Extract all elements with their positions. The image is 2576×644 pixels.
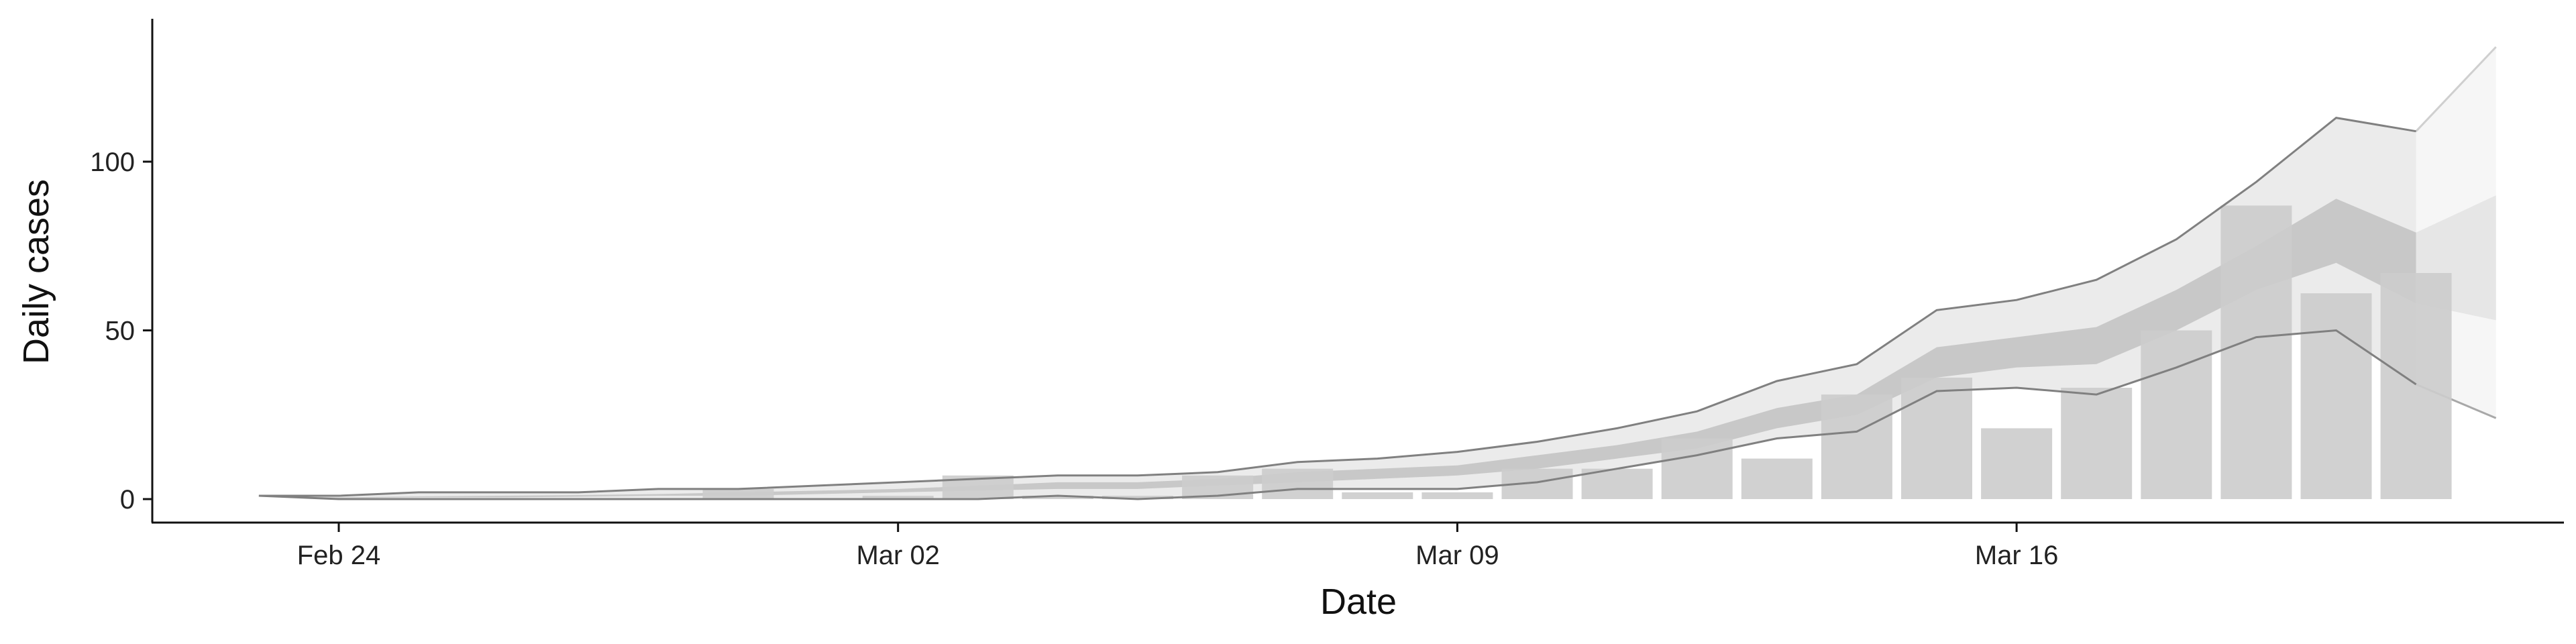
bar	[1581, 468, 1653, 499]
bar	[1821, 394, 1892, 499]
x-tick-label: Feb 24	[297, 541, 381, 570]
y-axis-title: Daily cases	[16, 179, 56, 364]
bar	[1901, 377, 1972, 499]
forecast-upper-line	[2415, 46, 2497, 132]
band-lines	[258, 117, 2417, 500]
y-tick-label: 100	[90, 148, 135, 177]
bar	[1102, 496, 1173, 499]
bar	[1262, 468, 1334, 499]
bar	[2141, 330, 2212, 499]
x-axis-title: Date	[1320, 582, 1397, 622]
bar	[1342, 492, 1413, 499]
y-tick-label: 50	[105, 317, 136, 346]
lower-line	[258, 329, 2417, 500]
bar	[2220, 205, 2292, 499]
bar	[702, 488, 774, 499]
bar	[1661, 438, 1733, 499]
bar	[2380, 273, 2452, 499]
bar	[1741, 458, 1813, 499]
bar	[1022, 496, 1093, 499]
upper-line	[258, 117, 2416, 497]
x-axis-ticks: Feb 24 Mar 02 Mar 09 Mar 16	[297, 523, 2059, 570]
bar	[1421, 492, 1493, 499]
x-tick-label: Mar 09	[1415, 541, 1499, 570]
bar	[862, 496, 934, 499]
bar	[2300, 293, 2372, 499]
x-tick-label: Mar 02	[856, 541, 940, 570]
bar	[2061, 388, 2133, 499]
bars	[702, 205, 2452, 499]
x-tick-label: Mar 16	[1975, 541, 2059, 570]
bar	[1981, 428, 2053, 499]
y-axis-ticks: 0 50 100	[90, 148, 152, 515]
y-tick-label: 0	[120, 485, 135, 515]
mid-band	[258, 199, 2416, 498]
